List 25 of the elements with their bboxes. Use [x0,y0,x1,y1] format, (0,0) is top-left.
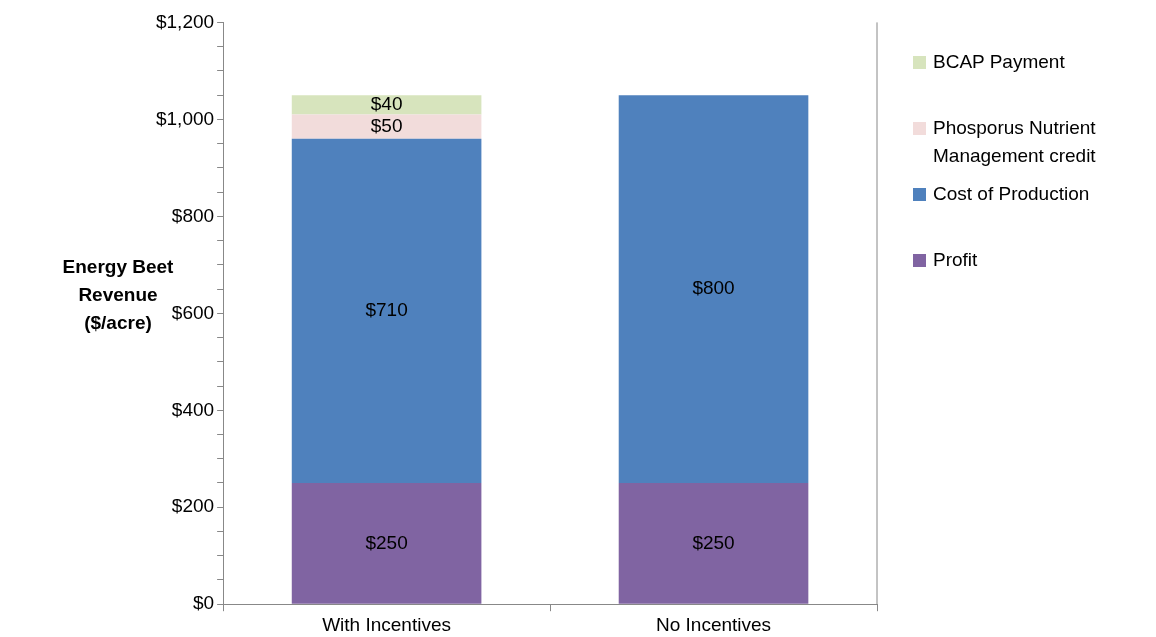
data-label: $50 [370,114,403,136]
data-label: $250 [692,531,735,553]
legend-label: Cost of Production [933,182,1090,206]
y-tick-label: $800 [171,204,215,226]
bar [291,95,482,115]
legend-label: Phosporus Nutrient Management credit [933,116,1097,168]
y-tick-label: $200 [171,495,215,517]
y-tick-label: $1,000 [155,107,215,129]
x-tick-label: With Incentives [322,613,451,635]
bar [618,95,809,483]
bar [291,114,482,139]
legend-label: BCAP Payment [933,50,1065,74]
x-tick-label: No Incentives [655,613,772,635]
y-tick-label: $400 [171,398,215,420]
y-tick-label: $0 [192,592,215,614]
bar [291,138,482,483]
y-tick-label: $600 [171,301,215,323]
data-label: $800 [692,277,735,299]
data-label: $40 [370,93,403,115]
bar [291,482,482,604]
legend-label: Profit [933,248,978,272]
bar [618,482,809,604]
data-label: $250 [365,531,408,553]
y-tick-label: $1,200 [155,10,215,32]
data-label: $710 [365,299,408,321]
